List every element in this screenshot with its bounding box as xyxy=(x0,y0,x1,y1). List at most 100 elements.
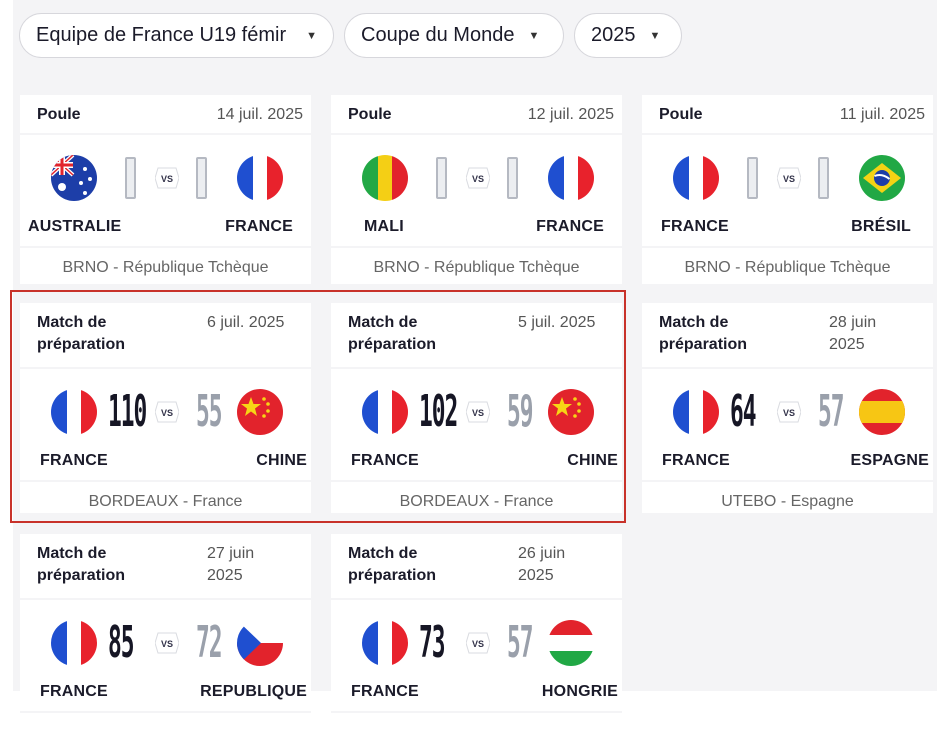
spain-flag-icon xyxy=(859,389,905,435)
year-filter-dropdown[interactable]: 2025 ▼ xyxy=(574,13,682,58)
svg-text:VS: VS xyxy=(472,174,484,184)
svg-text:VS: VS xyxy=(161,408,173,418)
svg-text:VS: VS xyxy=(783,174,795,184)
card-divider xyxy=(331,133,622,135)
france-flag-icon xyxy=(51,620,97,666)
home-score: 73 xyxy=(419,617,446,668)
team-filter-dropdown[interactable]: Equipe de France U19 fémir ▼ xyxy=(19,13,334,58)
away-team-name: BRÉSIL xyxy=(851,218,911,235)
away-score: 55 xyxy=(196,386,223,437)
score-placeholder xyxy=(818,157,829,199)
france-flag-icon xyxy=(237,155,283,201)
home-score: 85 xyxy=(108,617,135,668)
match-card[interactable]: Poule 14 juil. 2025 VS AUSTRALIE FRANCE BRNO … xyxy=(20,95,311,284)
china-flag-icon xyxy=(548,389,594,435)
france-flag-icon xyxy=(362,620,408,666)
home-team-name: MALI xyxy=(364,218,404,235)
svg-text:VS: VS xyxy=(161,174,173,184)
match-card[interactable]: Match de préparation 27 juin 2025 85 72 VS FR… xyxy=(20,534,311,744)
match-venue: BRNO - République Tchèque xyxy=(62,259,269,276)
match-card[interactable]: Match de préparation 28 juin 2025 64 57 VS FR… xyxy=(642,303,933,513)
france-flag-icon xyxy=(673,155,719,201)
chevron-down-icon: ▼ xyxy=(528,29,540,42)
svg-text:VS: VS xyxy=(472,408,484,418)
card-divider xyxy=(20,133,311,135)
vs-badge: VS xyxy=(777,167,801,189)
home-score: 110 xyxy=(108,386,147,437)
china-flag-icon xyxy=(237,389,283,435)
away-team-name: ESPAGNE xyxy=(850,452,929,469)
card-divider xyxy=(20,367,311,369)
away-team-name: FRANCE xyxy=(225,218,293,235)
vs-badge: VS xyxy=(466,632,490,654)
home-score: 102 xyxy=(419,386,458,437)
match-card[interactable]: Match de préparation 26 juin 2025 73 57 VS FR… xyxy=(331,534,622,744)
match-venue: UTEBO - Espagne xyxy=(721,493,854,510)
france-flag-icon xyxy=(51,389,97,435)
match-venue: BORDEAUX - France xyxy=(399,493,554,510)
brazil-flag-icon xyxy=(859,155,905,201)
vs-badge: VS xyxy=(777,401,801,423)
match-card[interactable]: Match de préparation 5 juil. 2025 102 59 VS F… xyxy=(331,303,622,513)
card-divider xyxy=(20,246,311,248)
france-flag-icon xyxy=(673,389,719,435)
card-divider xyxy=(331,480,622,482)
card-divider xyxy=(642,480,933,482)
match-card[interactable]: Poule 12 juil. 2025 VS MALI FRANCE BRNO - Rép… xyxy=(331,95,622,284)
match-card-header: Poule 12 juil. 2025 xyxy=(331,95,622,133)
away-team-name: FRANCE xyxy=(536,218,604,235)
match-card-header: Match de préparation 27 juin 2025 xyxy=(20,534,311,598)
match-card-header: Poule 14 juil. 2025 xyxy=(20,95,311,133)
match-date: 27 juin 2025 xyxy=(207,545,255,584)
score-placeholder xyxy=(125,157,136,199)
match-card-header: Match de préparation 26 juin 2025 xyxy=(331,534,622,598)
mali-flag-icon xyxy=(362,155,408,201)
card-divider xyxy=(642,367,933,369)
match-date: 6 juil. 2025 xyxy=(207,314,285,331)
home-team-name: FRANCE xyxy=(40,683,108,700)
card-divider xyxy=(331,711,622,713)
match-card-header: Match de préparation 6 juil. 2025 xyxy=(20,303,311,367)
match-date: 11 juil. 2025 xyxy=(839,106,925,123)
match-date: 5 juil. 2025 xyxy=(518,314,596,331)
home-team-name: FRANCE xyxy=(351,683,419,700)
match-date: 26 juin 2025 xyxy=(518,545,566,584)
match-date: 28 juin 2025 xyxy=(829,314,877,353)
score-placeholder xyxy=(747,157,758,199)
competition-label: Match de préparation xyxy=(37,314,126,353)
competition-label: Poule xyxy=(659,106,703,123)
card-divider xyxy=(20,480,311,482)
team-filter-value: Equipe de France U19 fémir xyxy=(36,24,287,46)
home-team-name: AUSTRALIE xyxy=(28,218,122,235)
australia-flag-icon xyxy=(51,155,97,201)
match-date: 14 juil. 2025 xyxy=(216,106,303,123)
chevron-down-icon: ▼ xyxy=(306,29,317,42)
away-score: 72 xyxy=(196,617,223,668)
card-divider xyxy=(642,246,933,248)
match-venue: BRNO - République Tchèque xyxy=(373,259,580,276)
vs-badge: VS xyxy=(466,167,490,189)
home-team-name: FRANCE xyxy=(662,452,730,469)
france-flag-icon xyxy=(362,389,408,435)
score-placeholder xyxy=(196,157,207,199)
match-card[interactable]: Match de préparation 6 juil. 2025 110 55 VS F… xyxy=(20,303,311,513)
year-filter-value: 2025 xyxy=(591,24,636,46)
svg-text:VS: VS xyxy=(783,408,795,418)
match-card-header: Poule 11 juil. 2025 xyxy=(642,95,933,133)
competition-filter-dropdown[interactable]: Coupe du Monde ▼ xyxy=(344,13,564,58)
czech-flag-icon xyxy=(237,620,283,666)
away-score: 59 xyxy=(507,386,534,437)
competition-label: Match de préparation xyxy=(348,314,437,353)
svg-text:VS: VS xyxy=(472,639,484,649)
card-divider xyxy=(20,598,311,600)
vs-badge: VS xyxy=(155,401,179,423)
match-card[interactable]: Poule 11 juil. 2025 VS FRANCE BRÉSIL BRNO - R… xyxy=(642,95,933,284)
home-team-name: FRANCE xyxy=(40,452,108,469)
vs-badge: VS xyxy=(155,632,179,654)
away-score: 57 xyxy=(818,386,845,437)
home-team-name: FRANCE xyxy=(661,218,729,235)
vs-badge: VS xyxy=(155,167,179,189)
filter-bar: Equipe de France U19 fémir ▼ Coupe du Mo… xyxy=(19,13,682,60)
vs-badge: VS xyxy=(466,401,490,423)
match-card-header: Match de préparation 28 juin 2025 xyxy=(642,303,933,367)
